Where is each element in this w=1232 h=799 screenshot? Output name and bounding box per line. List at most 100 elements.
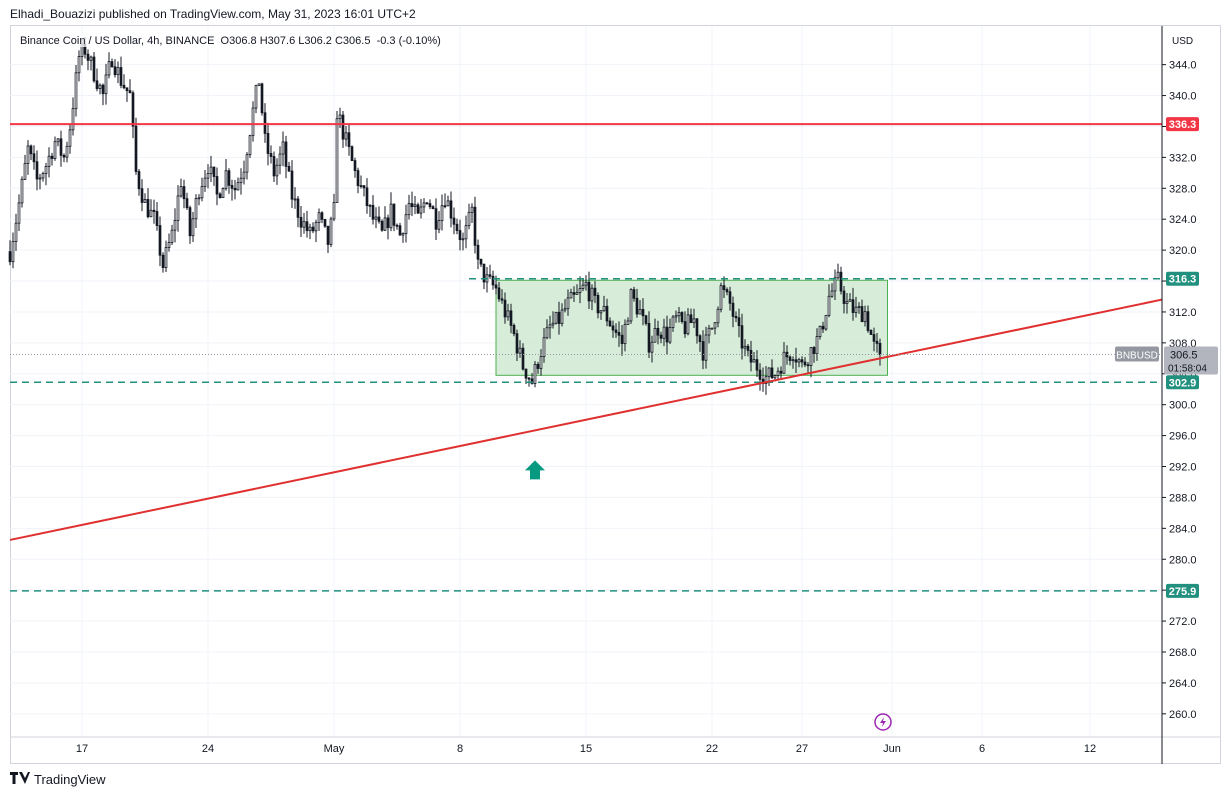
candle-body [278,153,282,166]
horizontal-levels [10,123,1162,592]
ohlc-legend: Binance Coin / US Dollar, 4h, BINANCE O3… [18,35,443,47]
candle-body [692,318,696,324]
candle-body [365,187,369,207]
candle-body [119,67,123,86]
candle-body [443,205,447,208]
candle-body [203,177,207,187]
x-tick-label: 8 [457,743,463,755]
level-badge [1166,375,1199,390]
candle-body [737,317,741,327]
candle-body [134,125,138,172]
candle-body [875,340,879,344]
candle-body [404,214,408,234]
candle-body [473,206,477,246]
candle-body [839,271,843,292]
candle-body [674,315,678,318]
y-tick-label: 344.0 [1169,60,1197,72]
candle-body [563,308,567,311]
candle-body [131,92,135,127]
chart-frame[interactable] [10,25,1221,764]
candle-body [170,229,174,243]
candle-body [812,347,816,355]
candle-body [410,203,414,208]
candle-body [536,363,540,369]
candle-body [344,132,348,140]
y-tick-label: 324.0 [1169,214,1197,226]
candle-body [128,90,132,94]
candle-body [50,155,54,159]
candle-body [452,217,456,225]
up-arrow-icon [525,460,545,480]
candle-body [530,378,534,384]
y-tick-label: 320.0 [1169,245,1197,257]
candle-body [752,359,756,363]
candlesticks [8,36,882,395]
candle-body [587,281,591,302]
candle-body [731,302,735,317]
candle-body [539,356,543,369]
legend-symbol: Binance Coin / US Dollar, 4h, BINANCE [20,35,215,47]
price-badge [1164,346,1218,375]
candle-body [560,309,564,324]
x-tick-label: 24 [202,743,214,755]
candle-body [500,298,504,301]
candle-body [320,212,324,220]
tradingview-brand[interactable]: TradingView [10,772,106,787]
candle-body [68,129,72,147]
symbol-badge-label: BNBUSD [1116,350,1158,361]
candle-body [422,202,426,208]
legend-c-label: C [334,35,343,47]
candle-body [416,204,420,214]
candle-body [107,61,111,76]
candle-body [809,347,813,367]
candle-body [92,56,96,82]
candle-body [191,218,195,237]
candle-body [305,221,309,232]
candle-body [497,287,501,300]
candle-body [239,177,243,184]
candle-body [596,295,600,314]
candle-body [788,356,792,361]
candle-body [620,334,624,345]
candle-body [593,287,597,296]
candle-body [35,161,39,180]
candle-body [209,166,213,175]
candle-body [791,359,795,362]
candle-body [794,359,798,363]
candle-body [719,285,723,310]
candle-body [806,364,810,367]
candle-body [350,146,354,161]
x-tick-label: 6 [979,743,985,755]
candle-body [764,376,768,384]
candle-body [41,173,45,179]
candle-body [419,206,423,214]
symbol-badge [1115,346,1159,362]
candle-body [257,83,261,87]
level-badge [1166,583,1199,598]
y-tick-label: 292.0 [1169,462,1197,474]
candle-body [140,188,144,203]
candle-body [56,138,60,143]
candle-body [533,363,537,384]
x-tick-label: 22 [706,743,718,755]
candle-body [323,218,327,227]
candle-body [173,220,177,231]
candle-body [860,306,864,323]
candle-body [740,325,744,349]
candle-body [479,258,483,265]
candle-body [44,166,48,175]
candle-body [524,368,528,379]
candle-body [614,329,618,333]
x-tick-label: May [324,743,345,755]
x-tick-label: 17 [76,743,88,755]
candle-body [701,341,705,361]
candle-body [869,330,873,335]
candle-body [296,198,300,218]
candle-body [527,377,531,380]
y-tick-label: 288.0 [1169,492,1197,504]
legend-open: 306.8 [229,35,257,47]
candle-body [29,145,33,155]
candle-body [74,72,78,110]
candle-body [116,67,120,76]
